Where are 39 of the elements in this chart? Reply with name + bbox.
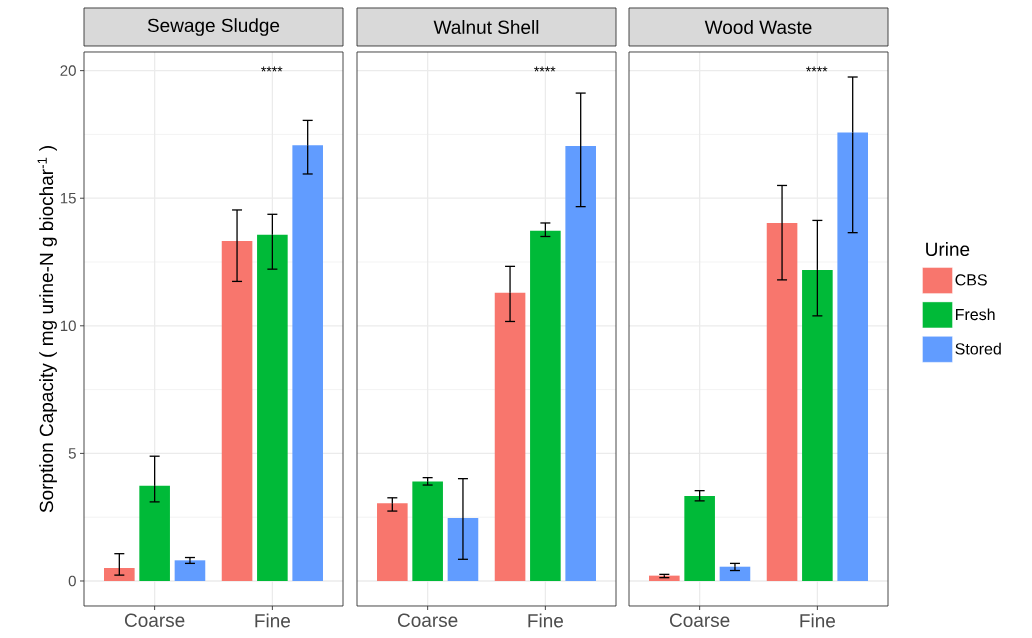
bar (719, 566, 751, 581)
legend-title: Urine (926, 242, 970, 257)
bar (139, 485, 170, 581)
bar (257, 234, 288, 581)
bar (649, 575, 680, 581)
bar (412, 481, 443, 581)
x-tick-label: Coarse (397, 613, 458, 627)
y-tick-label: 20 (60, 65, 76, 76)
x-tick-label: Fine (255, 613, 290, 628)
chart-title: Wood Waste (704, 20, 812, 34)
x-tick-label: Coarse (124, 613, 185, 627)
bar (837, 132, 868, 581)
bar (766, 222, 798, 581)
y-tick-label: 0 (68, 575, 76, 587)
x-tick-label: Fine (800, 613, 836, 628)
y-axis-title: Sorption Capacity ( mg urine-N g biochar$^{-1}$ ) (37, 146, 57, 513)
y-tick-label: 15 (60, 192, 76, 204)
bar (494, 292, 526, 581)
bar (377, 503, 408, 581)
bar (174, 560, 206, 581)
legend-label: Fresh (956, 308, 995, 321)
annotation: **** (534, 66, 556, 72)
legend-label: Stored (955, 342, 1001, 355)
bar (292, 145, 323, 581)
x-tick-label: Coarse (669, 613, 730, 627)
bar (684, 496, 715, 581)
chart-title: Sewage Sludge (147, 18, 280, 36)
bar (221, 241, 253, 581)
annotation: **** (261, 66, 283, 72)
chart-title: Walnut Shell (433, 20, 539, 34)
y-tick-label: 10 (60, 320, 76, 332)
bar (565, 145, 596, 581)
legend-label: CBS (955, 274, 987, 286)
x-tick-label: Fine (528, 613, 564, 628)
annotation: **** (806, 66, 828, 72)
bar (802, 269, 833, 581)
bar (530, 230, 561, 581)
bar (104, 567, 135, 581)
y-tick-label: 5 (68, 448, 76, 459)
